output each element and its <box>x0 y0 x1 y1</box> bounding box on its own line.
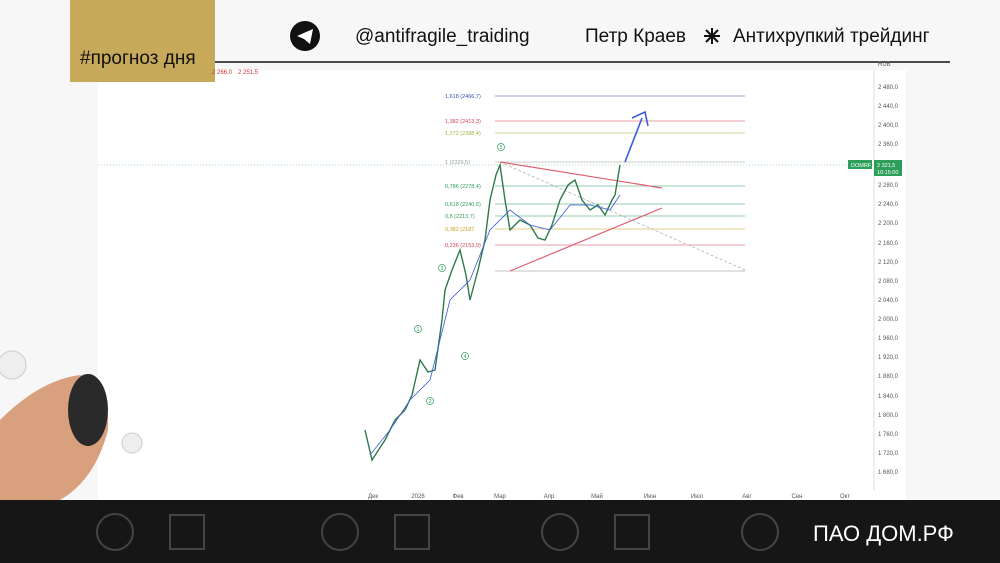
x-tick-label: Дек <box>368 494 378 500</box>
fib-label: 1,272 (2388,4) <box>445 131 481 137</box>
fib-label: 1,382 (2413,3) <box>445 119 481 125</box>
fib-label: 0,618 (2240,6) <box>445 202 481 208</box>
wave-label: 4 <box>464 354 467 360</box>
triangle-bottom <box>509 207 663 272</box>
y-tick-label: 2 200,0 <box>878 221 899 227</box>
price-box <box>874 160 902 176</box>
time: 10:15:00 <box>877 170 898 176</box>
fib-label: 0,786 (2278,4) <box>445 184 481 190</box>
brand: Антихрупкий трейдинг <box>733 26 930 47</box>
wave-circle <box>414 325 422 333</box>
star <box>704 28 720 44</box>
price-path <box>364 162 621 462</box>
x-tick-label: Фев <box>452 494 463 500</box>
y-tick-label: 2 440,0 <box>878 104 899 110</box>
y-tick-label: 2 080,0 <box>878 279 899 285</box>
y-tick-label: 2 160,0 <box>878 241 899 247</box>
y-tick-label: 2 240,0 <box>878 202 899 208</box>
x-tick-label: Апр <box>544 494 555 500</box>
legend-value: 2 266,0 <box>212 70 233 76</box>
tag: #прогноз дня <box>80 48 196 69</box>
wave-label: 1 <box>417 327 420 333</box>
x-axis: Дек 2026 Фев Мар Апр Май Июн Июл Авг Сен Окт <box>368 493 850 500</box>
telegram-plane <box>297 29 313 44</box>
triangle-top <box>499 161 663 189</box>
x-tick-label: Мар <box>494 494 506 500</box>
arrow-head <box>631 110 649 127</box>
fib-label: 1,618 (2466,7) <box>445 94 481 100</box>
mouse <box>68 374 108 446</box>
y-tick-label: 2 120,0 <box>878 260 899 266</box>
footer-band <box>0 500 1000 563</box>
y-tick-label: 1 760,0 <box>878 432 899 438</box>
y-tick-label: 1 800,0 <box>878 413 899 419</box>
ticker-box <box>848 160 872 169</box>
y-tick-label: 2 000,0 <box>878 317 899 323</box>
wave-circle <box>497 143 505 151</box>
y-tick-label: 2 280,0 <box>878 183 899 189</box>
y-tick-label: 2 360,0 <box>878 142 899 148</box>
fib-label: 0,382 (2187 <box>445 227 474 233</box>
price: 2 321,5 <box>877 163 895 169</box>
ticker: DOMRF <box>851 163 872 169</box>
wave-label: 5 <box>500 145 503 151</box>
footer-pattern <box>96 513 779 551</box>
x-tick-label: Май <box>591 493 603 500</box>
wave-label: 2 <box>429 399 432 405</box>
pearl <box>0 350 27 380</box>
y-tick-label: 1 720,0 <box>878 451 899 457</box>
y-tick-label: 1 880,0 <box>878 374 899 380</box>
fib-label: 1 (2326,5) <box>445 160 470 166</box>
fib-label: 0,5 (2213,7) <box>445 214 475 220</box>
moving-average <box>369 194 621 456</box>
wave-circle <box>426 397 434 405</box>
x-tick-label: Окт <box>840 494 850 500</box>
x-tick-label: Июл <box>691 494 704 500</box>
y-tick-label: 1 680,0 <box>878 470 899 476</box>
legend-value: 2 251,5 <box>238 70 259 76</box>
author: Петр Краев <box>585 26 686 47</box>
wave-labels: 1 2 3 4 5 <box>414 143 505 405</box>
wave-circle <box>438 264 446 272</box>
pearl <box>121 432 143 454</box>
fib-label: 0,236 (2153,9) <box>445 243 481 249</box>
y-axis: 2 480,0 2 440,0 2 400,0 2 360,0 2 280,0 2 240… <box>878 85 899 476</box>
x-tick-label: Сен <box>792 494 803 500</box>
x-tick-label: Июн <box>644 494 656 500</box>
y-tick-label: 2 400,0 <box>878 123 899 129</box>
fib-levels: 1,618 (2466,7) 1,382 (2413,3) 1,272 (2388,… <box>445 94 745 272</box>
wave-circle <box>461 352 469 360</box>
tag-box <box>70 0 215 82</box>
y-tick-label: 1 840,0 <box>878 394 899 400</box>
arrow <box>624 117 643 163</box>
wave-label: 3 <box>441 266 444 272</box>
currency: RUB <box>878 62 891 68</box>
x-tick-label: Авг <box>742 494 752 500</box>
y-tick-label: 1 960,0 <box>878 336 899 342</box>
x-tick-label: 2026 <box>411 494 425 500</box>
y-tick-label: 2 480,0 <box>878 85 899 91</box>
channel: @antifragile_traiding <box>355 26 530 47</box>
chart-area <box>98 70 906 500</box>
company: ПАО ДОМ.РФ <box>813 521 954 546</box>
y-tick-label: 2 040,0 <box>878 298 899 304</box>
y-tick-label: 1 920,0 <box>878 355 899 361</box>
